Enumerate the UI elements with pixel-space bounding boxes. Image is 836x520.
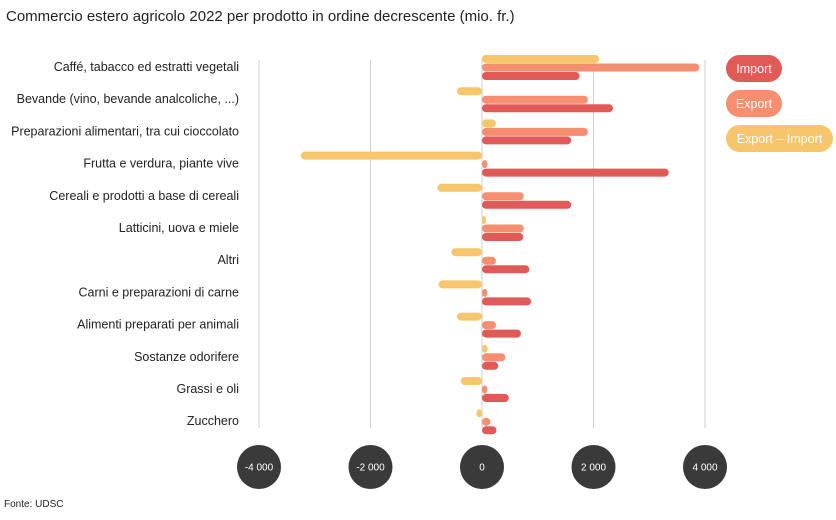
bar <box>482 119 496 128</box>
bar <box>456 87 482 96</box>
x-axis-ticks: -4 000 -2 000 0 2 000 4 000 <box>237 445 727 489</box>
bar <box>300 151 482 160</box>
bar <box>460 377 482 385</box>
category-label: Bevande (vino, bevande analcoliche, ...) <box>17 92 239 106</box>
category-label: Cereali e prodotti a base di cereali <box>49 189 239 203</box>
tick-badge <box>460 445 504 489</box>
gridlines <box>258 60 706 428</box>
bar <box>482 265 530 274</box>
bar <box>482 168 669 177</box>
bar <box>482 321 496 330</box>
legend-label: Export – Import <box>737 132 823 146</box>
category-label: Sostanze odorifere <box>134 350 239 364</box>
tick-badge <box>348 445 393 489</box>
tick-label: 0 <box>479 463 485 474</box>
bar <box>482 104 614 113</box>
legend-item[interactable]: Export <box>726 90 782 117</box>
bar <box>482 288 488 297</box>
legend-label: Import <box>736 62 772 76</box>
bar <box>482 224 524 233</box>
tick-badge <box>571 445 616 489</box>
tick-badge <box>237 445 281 489</box>
bar <box>482 417 491 426</box>
bar <box>482 361 499 370</box>
bar <box>482 216 486 224</box>
source-note: Fonte: UDSC <box>4 499 64 510</box>
tick-badge <box>683 445 727 489</box>
category-label: Zucchero <box>187 414 239 428</box>
legend-item[interactable]: Export – Import <box>726 125 833 152</box>
bar <box>482 55 600 63</box>
legend-item[interactable]: Import <box>726 55 782 82</box>
tick-label: -4 000 <box>245 463 274 474</box>
bar <box>482 72 580 80</box>
bar <box>476 409 482 418</box>
tick-label: -2 000 <box>356 463 385 474</box>
category-label: Alimenti preparati per animali <box>77 318 239 332</box>
category-label: Latticini, uova e miele <box>119 221 239 235</box>
legend-label: Export <box>736 97 773 111</box>
bar <box>482 426 497 435</box>
bar <box>482 63 700 72</box>
bar <box>482 297 532 306</box>
bars <box>300 55 700 435</box>
tick-label: 2 000 <box>581 463 606 474</box>
bar <box>438 280 482 289</box>
legend-pill <box>726 55 782 82</box>
bar <box>451 248 482 257</box>
bar <box>482 344 488 353</box>
legend[interactable]: Import Export Export – Import <box>726 55 833 152</box>
category-label: Caffé, tabacco ed estratti vegetali <box>54 60 239 74</box>
legend-pill <box>726 125 833 152</box>
bar <box>482 200 572 209</box>
tick-label: 4 000 <box>692 463 717 474</box>
bar <box>482 394 509 402</box>
category-labels: Caffé, tabacco ed estratti vegetali Bevan… <box>11 60 239 428</box>
bar <box>482 127 588 136</box>
bar <box>482 95 588 104</box>
category-label: Carni e preparazioni di carne <box>78 285 239 299</box>
bar <box>482 136 572 145</box>
bar <box>482 385 488 394</box>
bar <box>482 256 496 265</box>
bar <box>482 233 524 241</box>
category-label: Frutta e verdura, piante vive <box>83 157 239 171</box>
category-label: Grassi e oli <box>176 382 239 396</box>
bar <box>456 312 482 321</box>
bar <box>482 192 524 201</box>
chart-title: Commercio estero agricolo 2022 per prodo… <box>6 8 515 25</box>
category-label: Altri <box>217 253 239 267</box>
category-label: Preparazioni alimentari, tra cui cioccol… <box>11 124 239 138</box>
bar <box>482 329 522 338</box>
bar <box>482 160 488 169</box>
bar <box>437 183 482 192</box>
legend-pill <box>726 90 782 117</box>
bar <box>482 353 506 362</box>
